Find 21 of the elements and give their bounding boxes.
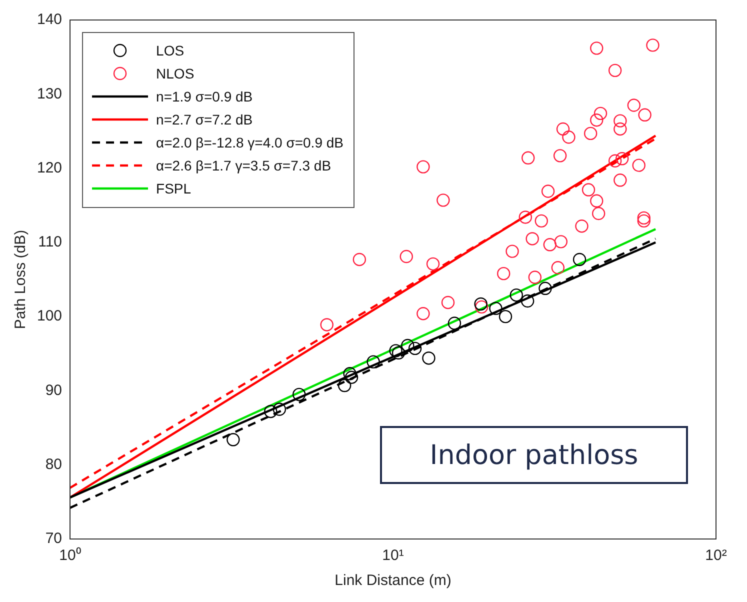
legend-label: n=2.7 σ=7.2 dB (156, 111, 253, 128)
legend-label: NLOS (156, 65, 194, 82)
x-tick-label: 10⁰ (59, 547, 81, 564)
y-tick-label: 100 (36, 308, 62, 325)
x-tick-label: 10¹ (382, 547, 404, 564)
y-tick-label: 130 (36, 85, 62, 102)
y-tick-label: 80 (45, 456, 62, 473)
legend-label: α=2.0 β=-12.8 γ=4.0 σ=0.9 dB (156, 134, 344, 150)
legend-label: LOS (156, 42, 184, 58)
x-tick-label: 10² (705, 547, 727, 564)
y-tick-label: 140 (36, 11, 62, 28)
x-axis-title: Link Distance (m) (334, 572, 452, 590)
y-tick-label: 90 (45, 382, 62, 399)
legend-label: α=2.6 β=1.7 γ=3.5 σ=7.3 dB (156, 157, 332, 174)
text-box: Indoor pathloss (380, 426, 688, 484)
y-tick-label: 70 (45, 530, 62, 548)
legend-label: FSPL (156, 180, 192, 196)
legend-label: n=1.9 σ=0.9 dB (156, 88, 253, 104)
y-axis-title: Path Loss (dB) (12, 230, 30, 330)
y-tick-label: 110 (38, 234, 62, 251)
y-tick-label: 120 (36, 159, 62, 176)
